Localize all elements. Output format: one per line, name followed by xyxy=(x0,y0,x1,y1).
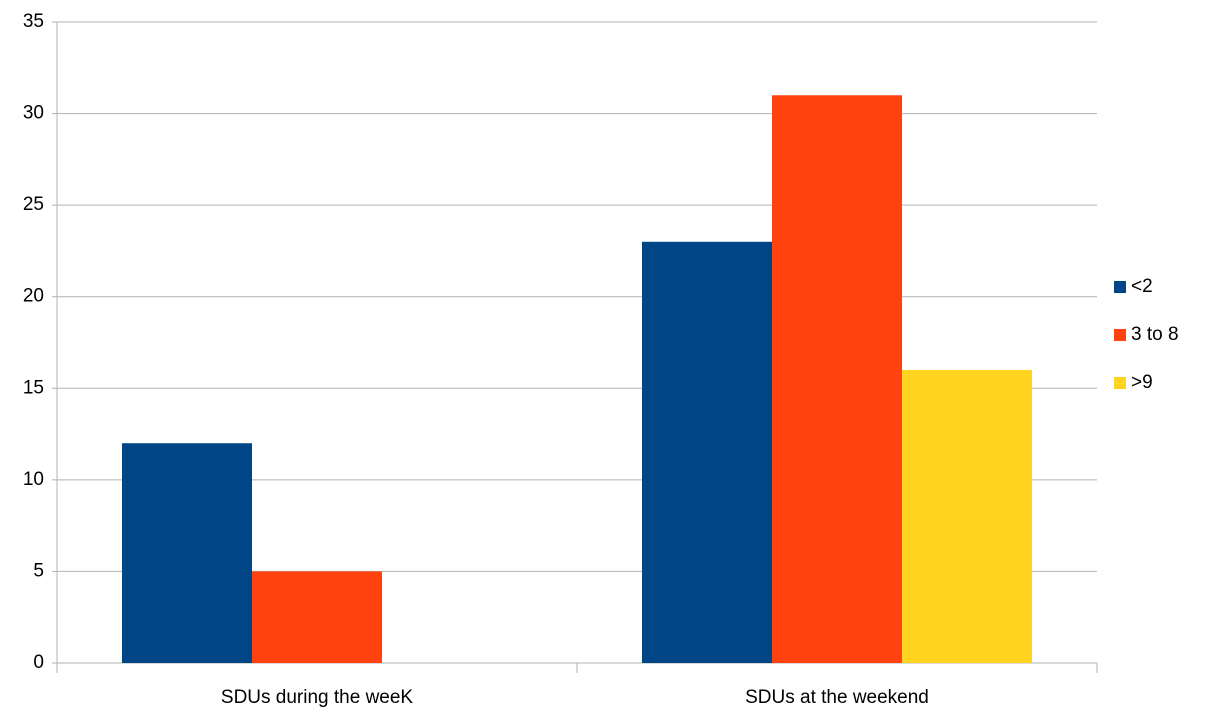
legend-swatch xyxy=(1114,329,1126,341)
y-tick-label: 25 xyxy=(23,194,44,215)
legend-label: >9 xyxy=(1131,372,1153,393)
bar xyxy=(252,571,382,663)
bar xyxy=(772,95,902,663)
y-tick-label: 30 xyxy=(23,103,44,124)
y-tick-label: 10 xyxy=(23,469,44,490)
x-tick-label: SDUs during the weeK xyxy=(221,687,414,708)
y-tick-label: 35 xyxy=(23,11,44,32)
bar xyxy=(122,443,252,663)
legend-swatch xyxy=(1114,281,1126,293)
y-tick-label: 15 xyxy=(23,377,44,398)
y-tick-label: 20 xyxy=(23,286,44,307)
legend-label: 3 to 8 xyxy=(1131,324,1179,345)
legend-label: <2 xyxy=(1131,276,1153,297)
y-tick-label: 0 xyxy=(33,652,44,673)
bar xyxy=(902,369,1032,663)
y-tick-label: 5 xyxy=(33,560,44,581)
x-tick-label: SDUs at the weekend xyxy=(745,687,929,708)
bar xyxy=(642,241,772,663)
legend-swatch xyxy=(1114,377,1126,389)
